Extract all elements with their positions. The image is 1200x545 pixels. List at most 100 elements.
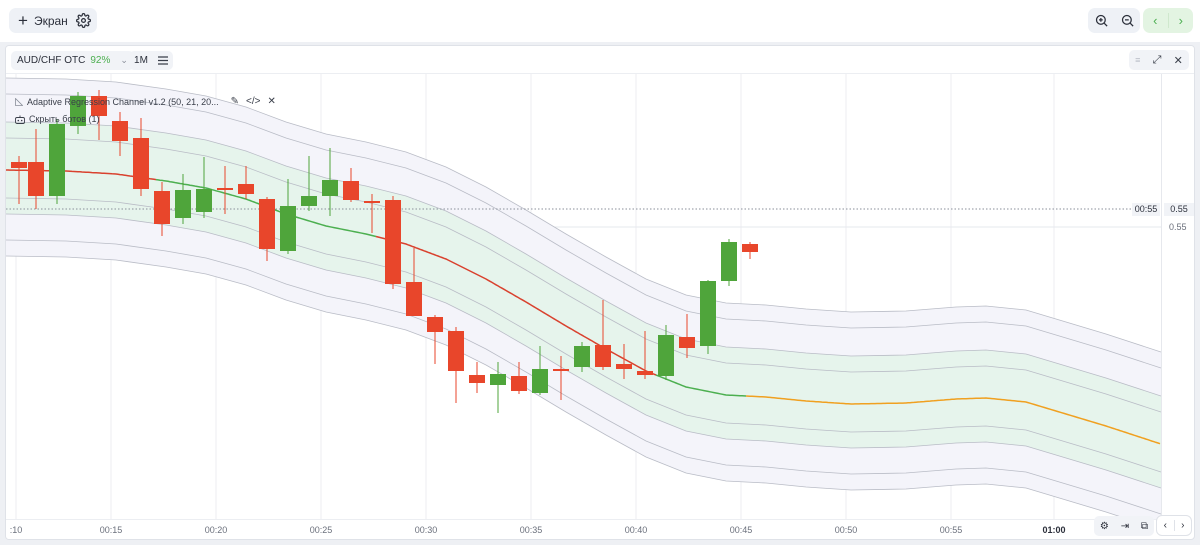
candle-body[interactable] <box>742 244 758 252</box>
next-screen-button[interactable]: › <box>1178 13 1183 28</box>
channel-inner-band <box>6 122 1161 488</box>
candle-body[interactable] <box>700 281 716 346</box>
payout-percent: 92% <box>90 55 111 66</box>
time-axis-label: 00:25 <box>309 525 333 535</box>
candle-body[interactable] <box>238 184 254 194</box>
candle-body[interactable] <box>532 369 548 393</box>
chart-scroll-nav: ‹ › <box>1156 515 1192 536</box>
candle-body[interactable] <box>490 374 506 385</box>
zoom-out-icon[interactable] <box>1120 13 1135 28</box>
channel-center-line <box>745 395 1161 445</box>
channel-center-line <box>655 374 747 397</box>
time-axis-label: 00:45 <box>729 525 753 535</box>
candlestick-chart[interactable] <box>6 74 1161 519</box>
time-axis-label: 00:40 <box>624 525 648 535</box>
candle-body[interactable] <box>511 376 527 391</box>
add-screen-button[interactable]: + Экран <box>9 8 97 33</box>
hide-bots-toggle[interactable]: Скрыть ботов (1) <box>15 114 100 124</box>
chart-header: AUD/CHF OTC 92% ⌄ 1M ≡ ⤢ ✕ <box>6 46 1194 74</box>
candle-body[interactable] <box>91 96 107 116</box>
copy-icon[interactable]: ⧉ <box>1140 520 1149 532</box>
price-axis-tick: 0.55 <box>1169 222 1187 232</box>
channel-line <box>6 121 1161 397</box>
menu-icon <box>157 56 168 65</box>
candle-body[interactable] <box>679 337 695 348</box>
candle-body[interactable] <box>406 282 422 316</box>
time-axis-label: 00:35 <box>519 525 543 535</box>
candle-body[interactable] <box>217 188 233 190</box>
candle-body[interactable] <box>637 371 653 375</box>
time-axis-label: 00:30 <box>414 525 438 535</box>
hide-bots-label: Скрыть ботов (1) <box>29 114 100 124</box>
candle-body[interactable] <box>154 191 170 224</box>
candle-body[interactable] <box>364 201 380 203</box>
time-axis-label: 01:00 <box>1042 525 1066 535</box>
time-axis-label: 00:15 <box>99 525 123 535</box>
code-icon[interactable]: </> <box>246 96 261 107</box>
chart-bottom-tools: ⚙ ⇥ ⧉ <box>1094 516 1154 536</box>
current-price-label: 0.55 <box>1164 203 1194 216</box>
symbol-selector[interactable]: AUD/CHF OTC 92% ⌄ <box>11 51 134 70</box>
candle-body[interactable] <box>133 138 149 189</box>
settings-sliders-icon[interactable]: ⚙ <box>1099 520 1109 532</box>
candle-body[interactable] <box>196 189 212 212</box>
channel-line <box>6 93 1161 369</box>
candle-body[interactable] <box>280 206 296 251</box>
close-icon[interactable]: ✕ <box>1173 54 1183 67</box>
candle-body[interactable] <box>595 345 611 367</box>
candle-body[interactable] <box>574 346 590 367</box>
candle-body[interactable] <box>301 196 317 206</box>
indicator-legend: Adaptive Regression Channel v1.2 (50, 21… <box>15 96 276 107</box>
candle-body[interactable] <box>658 335 674 376</box>
gear-icon[interactable] <box>76 13 91 28</box>
scroll-right-button[interactable]: › <box>1181 520 1185 531</box>
expand-icon[interactable]: ⤢ <box>1152 53 1162 66</box>
window-controls: ≡ ⤢ ✕ <box>1129 50 1189 70</box>
channel-line <box>6 137 1161 413</box>
channel-line <box>6 77 1161 353</box>
candle-body[interactable] <box>28 162 44 196</box>
chart-panel: AUD/CHF OTC 92% ⌄ 1M ≡ ⤢ ✕ Adaptive Regr… <box>5 45 1195 540</box>
symbol-name: AUD/CHF OTC <box>17 55 86 66</box>
time-axis-label: 00:55 <box>939 525 963 535</box>
robot-icon <box>15 115 25 124</box>
candle-body[interactable] <box>49 124 65 196</box>
zoom-in-icon[interactable] <box>1094 13 1109 28</box>
candle-body[interactable] <box>448 331 464 371</box>
candle-body[interactable] <box>427 317 443 332</box>
prev-screen-button[interactable]: ‹ <box>1143 13 1169 28</box>
timeframe-label: 1M <box>134 55 148 66</box>
candle-body[interactable] <box>175 190 191 218</box>
top-toolbar: + Экран ‹ › <box>0 0 1200 42</box>
screen-nav: ‹ › <box>1143 8 1193 33</box>
candle-body[interactable] <box>70 96 86 126</box>
current-time-tag: 00:55 <box>1132 203 1160 216</box>
drag-handle-icon[interactable]: ≡ <box>1135 55 1141 65</box>
pencil-icon[interactable]: ✎ <box>230 96 240 107</box>
channel-line <box>6 213 1161 489</box>
candle-body[interactable] <box>343 181 359 200</box>
time-axis[interactable]: :10 00:15 00:20 00:25 00:30 00:35 00:40 00:45 00… <box>6 519 1161 539</box>
channel-line <box>6 239 1161 515</box>
channel-line <box>6 255 1129 519</box>
plus-icon: + <box>18 11 28 30</box>
time-axis-label: 00:20 <box>204 525 228 535</box>
candle-body[interactable] <box>259 199 275 249</box>
timeframe-selector[interactable]: 1M <box>129 51 173 70</box>
scroll-left-button[interactable]: ‹ <box>1157 520 1175 531</box>
time-axis-label: :10 <box>9 525 23 535</box>
ruler-icon <box>15 97 23 106</box>
scroll-to-end-icon[interactable]: ⇥ <box>1120 520 1130 532</box>
price-axis[interactable] <box>1161 74 1194 519</box>
candle-body[interactable] <box>11 162 27 168</box>
candle-body[interactable] <box>469 375 485 383</box>
candle-body[interactable] <box>112 121 128 141</box>
candle-body[interactable] <box>616 364 632 369</box>
close-icon[interactable]: ✕ <box>267 96 276 107</box>
time-axis-label: 00:50 <box>834 525 858 535</box>
candle-body[interactable] <box>322 180 338 196</box>
candle-body[interactable] <box>553 369 569 371</box>
candle-body[interactable] <box>385 200 401 284</box>
candle-body[interactable] <box>721 242 737 281</box>
indicator-name: Adaptive Regression Channel v1.2 (50, 21… <box>27 96 219 107</box>
